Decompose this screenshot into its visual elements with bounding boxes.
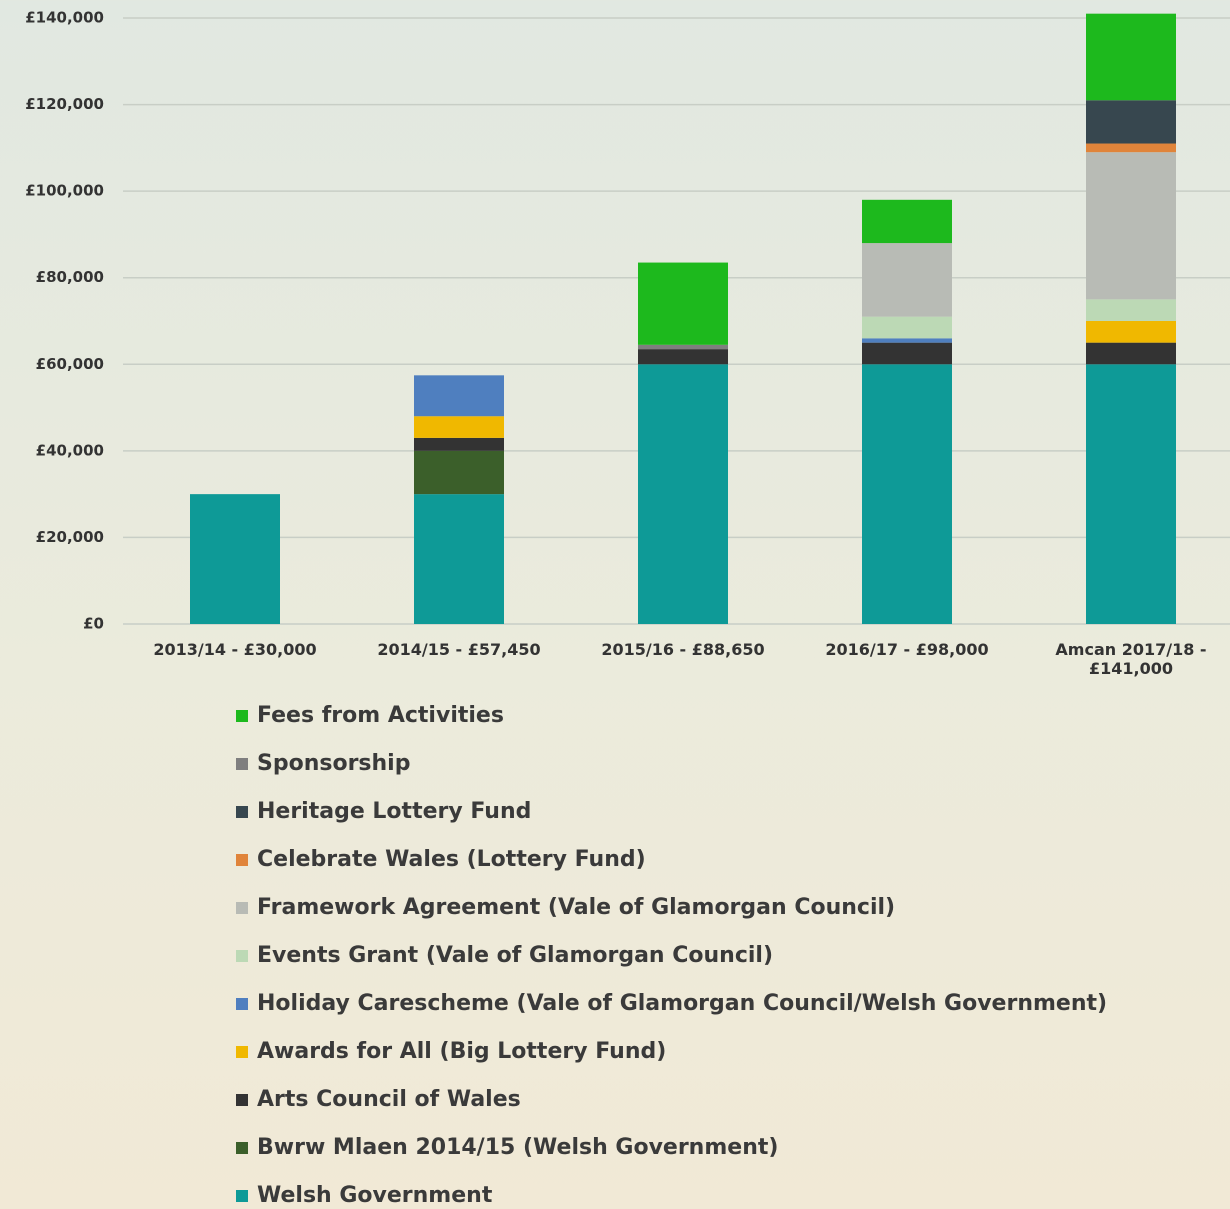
legend-item: Welsh Government bbox=[236, 1183, 492, 1208]
legend-swatch bbox=[236, 997, 248, 1010]
bar-segment bbox=[638, 349, 728, 365]
bar-segment bbox=[1086, 143, 1176, 153]
legend-item: Arts Council of Wales bbox=[236, 1087, 521, 1112]
legend-swatch bbox=[236, 757, 248, 770]
bar-segment bbox=[414, 437, 504, 451]
bar-segment bbox=[1086, 299, 1176, 321]
bar-segment bbox=[862, 342, 952, 365]
y-tick-label: £80,000 bbox=[36, 268, 104, 286]
bar-segment bbox=[1086, 13, 1176, 101]
legend-swatch bbox=[236, 949, 248, 962]
y-tick-label: £20,000 bbox=[36, 528, 104, 546]
y-tick-label: £60,000 bbox=[36, 355, 104, 373]
legend-swatch bbox=[236, 709, 248, 722]
y-tick-label: £40,000 bbox=[36, 441, 104, 459]
y-tick-label: £120,000 bbox=[25, 95, 104, 113]
bar-segment bbox=[414, 494, 504, 624]
bar-segment bbox=[638, 364, 728, 624]
legend-swatch bbox=[236, 805, 248, 818]
chart: £0 £20,000 £40,000 £60,000 £80,000 £100,000 £1… bbox=[25, 9, 1230, 633]
legend-label: Sponsorship bbox=[257, 751, 411, 776]
legend-swatch bbox=[236, 1093, 248, 1106]
x-tick-label: 2014/15 - £57,450 bbox=[377, 640, 541, 659]
bar-segment bbox=[1086, 100, 1176, 144]
legend-label: Awards for All (Big Lottery Fund) bbox=[257, 1039, 667, 1064]
bar-segment bbox=[1086, 342, 1176, 365]
legend-item: Celebrate Wales (Lottery Fund) bbox=[236, 847, 646, 872]
legend-label: Framework Agreement (Vale of Glamorgan C… bbox=[257, 895, 896, 920]
legend-label: Holiday Carescheme (Vale of Glamorgan Co… bbox=[257, 991, 1108, 1016]
legend-item: Fees from Activities bbox=[236, 703, 504, 728]
bar-segment bbox=[190, 494, 280, 624]
y-tick-label: £0 bbox=[83, 615, 104, 633]
y-tick-label: £140,000 bbox=[25, 9, 104, 27]
legend-item: Bwrw Mlaen 2014/15 (Welsh Government) bbox=[236, 1135, 778, 1160]
legend-swatch bbox=[236, 1189, 248, 1202]
legend-label: Fees from Activities bbox=[257, 703, 504, 728]
bar-segment bbox=[414, 450, 504, 495]
legend-label: Welsh Government bbox=[257, 1183, 493, 1208]
bar-segment bbox=[414, 375, 504, 417]
legend-item: Heritage Lottery Fund bbox=[236, 799, 531, 824]
bar-segment bbox=[862, 243, 952, 317]
bar-segment bbox=[862, 199, 952, 244]
x-tick-label: 2013/14 - £30,000 bbox=[153, 640, 317, 659]
bar-segment bbox=[638, 344, 728, 350]
bar-segment bbox=[1086, 321, 1176, 343]
y-tick-label: £100,000 bbox=[25, 182, 104, 200]
legend-label: Heritage Lottery Fund bbox=[257, 799, 532, 824]
legend-swatch bbox=[236, 901, 248, 914]
bar-segment bbox=[862, 364, 952, 624]
legend-item: Awards for All (Big Lottery Fund) bbox=[236, 1039, 666, 1064]
legend-label: Celebrate Wales (Lottery Fund) bbox=[257, 847, 646, 872]
x-tick-label: Amcan 2017/18 - £141,000 bbox=[1055, 640, 1207, 678]
x-tick-label: 2016/17 - £98,000 bbox=[825, 640, 989, 659]
legend-label: Bwrw Mlaen 2014/15 (Welsh Government) bbox=[257, 1135, 779, 1160]
x-tick-label: 2015/16 - £88,650 bbox=[601, 640, 765, 659]
legend-label: Arts Council of Wales bbox=[257, 1087, 521, 1112]
legend-label: Events Grant (Vale of Glamorgan Council) bbox=[257, 943, 774, 968]
legend-swatch bbox=[236, 1045, 248, 1058]
legend-item: Sponsorship bbox=[236, 751, 410, 776]
bar-segment bbox=[638, 262, 728, 345]
legend-swatch bbox=[236, 853, 248, 866]
bar-segment bbox=[1086, 364, 1176, 624]
bar-segment bbox=[862, 316, 952, 339]
legend-item: Events Grant (Vale of Glamorgan Council) bbox=[236, 943, 773, 968]
legend-item: Holiday Carescheme (Vale of Glamorgan Co… bbox=[236, 991, 1107, 1016]
legend-item: Framework Agreement (Vale of Glamorgan C… bbox=[236, 895, 895, 920]
legend-swatch bbox=[236, 1141, 248, 1154]
bar-segment bbox=[862, 338, 952, 343]
bar-segment bbox=[1086, 152, 1176, 300]
bar-segment bbox=[414, 416, 504, 438]
